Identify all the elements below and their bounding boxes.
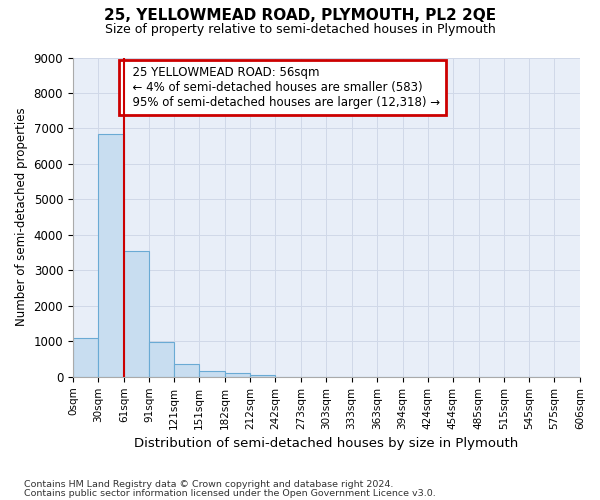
Bar xyxy=(149,342,174,377)
Bar xyxy=(98,134,124,377)
Bar xyxy=(199,371,225,377)
Bar xyxy=(225,374,250,377)
Text: 25, YELLOWMEAD ROAD, PLYMOUTH, PL2 2QE: 25, YELLOWMEAD ROAD, PLYMOUTH, PL2 2QE xyxy=(104,8,496,22)
Bar xyxy=(174,364,199,377)
X-axis label: Distribution of semi-detached houses by size in Plymouth: Distribution of semi-detached houses by … xyxy=(134,437,518,450)
Y-axis label: Number of semi-detached properties: Number of semi-detached properties xyxy=(15,108,28,326)
Text: Contains HM Land Registry data © Crown copyright and database right 2024.: Contains HM Land Registry data © Crown c… xyxy=(24,480,394,489)
Bar xyxy=(124,251,149,377)
Text: Size of property relative to semi-detached houses in Plymouth: Size of property relative to semi-detach… xyxy=(104,22,496,36)
Bar xyxy=(73,338,98,377)
Bar xyxy=(250,375,275,377)
Text: 25 YELLOWMEAD ROAD: 56sqm
  ← 4% of semi-detached houses are smaller (583)
  95%: 25 YELLOWMEAD ROAD: 56sqm ← 4% of semi-d… xyxy=(125,66,440,110)
Text: Contains public sector information licensed under the Open Government Licence v3: Contains public sector information licen… xyxy=(24,488,436,498)
